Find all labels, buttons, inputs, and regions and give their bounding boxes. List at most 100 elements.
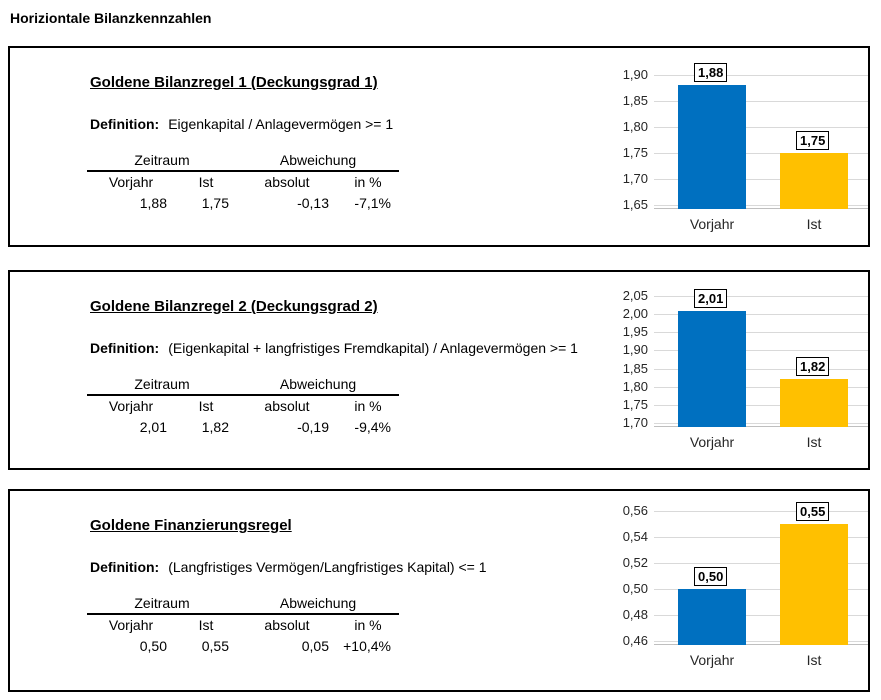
x-axis-line <box>654 644 868 645</box>
data-label: 0,55 <box>796 502 830 521</box>
group-header-abweichung: Abweichung <box>237 593 399 615</box>
gridline <box>654 563 868 564</box>
value-absolut: 0,05 <box>301 637 329 654</box>
y-axis-tick-label: 1,90 <box>622 67 648 82</box>
kpi-panel-finanzierungsregel: Goldene Finanzierungsregel Definition: (L… <box>8 489 870 692</box>
col-header-in-prozent: in % <box>354 398 382 414</box>
group-header-zeitraum: Zeitraum <box>87 374 237 396</box>
table-group-header-row: Zeitraum Abweichung <box>87 150 399 172</box>
gridline <box>654 615 868 616</box>
x-axis-line <box>654 208 868 209</box>
value-vorjahr: 0,50 <box>139 637 167 654</box>
y-axis-tick-label: 1,75 <box>622 145 648 160</box>
panel-title: Goldene Bilanzregel 2 (Deckungsgrad 2) <box>90 298 378 315</box>
gridline <box>654 179 868 180</box>
definition-line: Definition: (Langfristiges Vermögen/Langf… <box>90 559 487 575</box>
gridline <box>654 153 868 154</box>
value-in-prozent: +10,4% <box>343 637 391 654</box>
col-header-vorjahr: Vorjahr <box>108 398 154 414</box>
kpi-table: Zeitraum Abweichung Vorjahr Ist absolut … <box>87 150 399 213</box>
value-in-prozent: -7,1% <box>354 194 391 211</box>
definition-line: Definition: (Eigenkapital + langfristiges… <box>90 340 578 356</box>
bar-chart-deckungsgrad-2: 2,05 2,00 1,95 1,90 1,85 1,80 1,75 1,70 2,01 Vorj… <box>623 288 868 450</box>
gridline <box>654 641 868 642</box>
x-axis-category-label: Ist <box>806 216 822 232</box>
table-header-row: Vorjahr Ist absolut in % <box>87 171 399 192</box>
definition-label: Definition: <box>90 116 160 132</box>
definition-label: Definition: <box>90 559 160 575</box>
definition-line: Definition: Eigenkapital / Anlagevermögen… <box>90 116 393 132</box>
x-axis-category-label: Vorjahr <box>689 652 735 668</box>
y-axis-tick-label: 1,70 <box>622 415 648 430</box>
bar-ist <box>780 524 848 645</box>
y-axis-tick-label: 0,52 <box>622 555 648 570</box>
definition-formula: Eigenkapital / Anlagevermögen >= 1 <box>168 116 394 132</box>
col-header-ist: Ist <box>198 617 214 633</box>
y-axis-tick-label: 0,48 <box>622 607 648 622</box>
value-vorjahr: 2,01 <box>139 418 167 435</box>
group-header-zeitraum: Zeitraum <box>87 593 237 615</box>
data-label: 2,01 <box>694 288 728 308</box>
group-header-abweichung: Abweichung <box>237 150 399 172</box>
gridline <box>654 314 868 316</box>
gridline <box>654 127 868 128</box>
col-header-ist: Ist <box>198 174 214 190</box>
table-value-row: 1,88 1,75 -0,13 -7,1% <box>87 192 399 213</box>
bar-ist <box>780 379 848 427</box>
gridline <box>654 537 868 538</box>
gridline <box>654 296 868 297</box>
col-header-vorjahr: Vorjahr <box>108 617 154 633</box>
table-group-header-row: Zeitraum Abweichung <box>87 374 399 396</box>
y-axis-tick-label: 0,56 <box>622 503 648 518</box>
gridline <box>654 589 868 590</box>
gridline <box>654 101 868 102</box>
y-axis-tick-label: 0,46 <box>622 633 648 648</box>
data-label: 1,88 <box>694 63 728 83</box>
group-header-abweichung: Abweichung <box>237 374 399 396</box>
gridline <box>654 205 868 206</box>
y-axis-tick-label: 1,85 <box>622 360 648 376</box>
gridline <box>654 332 868 334</box>
x-axis-category-label: Ist <box>806 434 822 450</box>
definition-label: Definition: <box>90 340 160 356</box>
value-absolut: -0,19 <box>297 418 329 435</box>
y-axis-tick-label: 2,00 <box>622 306 648 322</box>
group-header-zeitraum: Zeitraum <box>87 150 237 172</box>
bar-chart-deckungsgrad-1: 1,90 1,85 1,80 1,75 1,70 1,65 1,88 Vorjahr 1,75 I… <box>623 63 868 232</box>
y-axis-tick-label: 1,65 <box>622 197 648 212</box>
gridline <box>654 75 868 76</box>
kpi-panel-deckungsgrad-1: Goldene Bilanzregel 1 (Deckungsgrad 1) D… <box>8 46 870 247</box>
value-ist: 1,75 <box>201 194 229 211</box>
value-absolut: -0,13 <box>297 194 329 211</box>
x-axis-category-label: Vorjahr <box>689 216 735 232</box>
table-group-header-row: Zeitraum Abweichung <box>87 593 399 615</box>
bar-vorjahr <box>678 85 746 209</box>
page-title: Horiziontale Bilanzkennzahlen <box>10 10 212 26</box>
col-header-ist: Ist <box>198 398 214 414</box>
y-axis-tick-label: 1,75 <box>622 396 648 412</box>
value-ist: 1,82 <box>201 418 229 435</box>
bar-vorjahr <box>678 589 746 645</box>
x-axis-category-label: Vorjahr <box>689 434 735 450</box>
y-axis-tick-label: 1,95 <box>622 324 648 340</box>
x-axis-line <box>654 426 868 427</box>
table-value-row: 2,01 1,82 -0,19 -9,4% <box>87 416 399 437</box>
y-axis-tick-label: 0,54 <box>622 529 648 544</box>
y-axis-tick-label: 1,70 <box>622 171 648 186</box>
y-axis-tick-label: 0,50 <box>622 581 648 596</box>
gridline <box>654 404 868 406</box>
y-axis-tick-label: 1,80 <box>622 119 648 134</box>
kpi-table: Zeitraum Abweichung Vorjahr Ist absolut … <box>87 593 399 656</box>
col-header-in-prozent: in % <box>354 174 382 190</box>
y-axis-tick-label: 1,85 <box>622 93 648 108</box>
definition-formula: (Eigenkapital + langfristiges Fremdkapit… <box>168 340 578 356</box>
value-in-prozent: -9,4% <box>354 418 391 435</box>
data-label: 1,82 <box>796 357 830 377</box>
y-axis-tick-label: 1,80 <box>622 378 648 394</box>
col-header-in-prozent: in % <box>354 617 382 633</box>
table-value-row: 0,50 0,55 0,05 +10,4% <box>87 635 399 656</box>
data-label: 1,75 <box>796 131 830 150</box>
col-header-absolut: absolut <box>264 174 310 190</box>
bar-chart-finanzierungsregel: 0,56 0,54 0,52 0,50 0,48 0,46 0,50 Vorjahr 0,55 I… <box>623 502 868 668</box>
gridline <box>654 386 868 388</box>
